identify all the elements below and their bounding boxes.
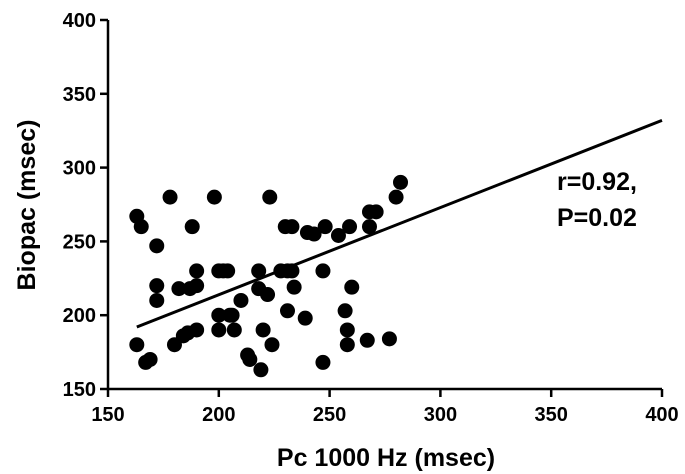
data-points	[129, 174, 409, 378]
x-tick-label: 150	[91, 404, 124, 426]
data-point	[330, 227, 346, 243]
data-point	[149, 292, 165, 308]
data-point	[344, 279, 360, 295]
y-tick-label: 200	[63, 305, 96, 327]
y-tick-label: 150	[63, 379, 96, 401]
data-point	[171, 281, 187, 297]
data-point	[306, 226, 322, 242]
y-tick-label: 400	[63, 10, 96, 32]
data-point	[361, 219, 377, 235]
x-tick-label: 250	[313, 404, 346, 426]
data-point	[284, 263, 300, 279]
data-point	[315, 354, 331, 370]
data-point	[251, 263, 267, 279]
data-point	[260, 287, 276, 303]
data-point	[359, 332, 375, 348]
data-point	[381, 331, 397, 347]
data-point	[262, 189, 278, 205]
data-point	[284, 219, 300, 235]
data-point	[149, 238, 165, 254]
data-point	[162, 189, 178, 205]
data-point	[184, 219, 200, 235]
data-point	[337, 303, 353, 319]
data-point	[286, 279, 302, 295]
plot-area: 150 200 250 300 350 400 150 200 250 300 350 400	[63, 10, 679, 426]
y-tick-label: 350	[63, 84, 96, 106]
data-point	[189, 263, 205, 279]
data-point	[388, 189, 404, 205]
y-axis-title: Biopac (msec)	[13, 120, 41, 291]
regression-line	[136, 118, 663, 329]
data-point	[129, 337, 145, 353]
data-point	[315, 263, 331, 279]
x-tick-label: 400	[645, 404, 678, 426]
data-point	[264, 337, 280, 353]
data-point	[224, 307, 240, 323]
data-point	[211, 322, 227, 338]
data-point	[133, 219, 149, 235]
data-point	[142, 351, 158, 367]
x-axis-title: Pc 1000 Hz (msec)	[277, 444, 495, 472]
data-point	[339, 322, 355, 338]
data-point	[342, 219, 358, 235]
data-point	[220, 263, 236, 279]
data-point	[211, 307, 227, 323]
data-point	[339, 337, 355, 353]
y-tick-label: 300	[63, 158, 96, 180]
data-point	[255, 322, 271, 338]
data-point	[226, 322, 242, 338]
data-point	[279, 303, 295, 319]
data-point	[393, 174, 409, 190]
y-axis-ticks: 150 200 250 300 350 400	[63, 10, 108, 401]
x-tick-label: 200	[202, 404, 235, 426]
data-point	[242, 351, 258, 367]
data-point	[253, 362, 269, 378]
x-tick-label: 300	[424, 404, 457, 426]
correlation-annotation-p: P=0.02	[557, 204, 637, 232]
x-axis-ticks: 150 200 250 300 350 400	[91, 389, 679, 426]
data-point	[149, 278, 165, 294]
y-tick-label: 250	[63, 231, 96, 253]
data-point	[233, 292, 249, 308]
data-point	[368, 204, 384, 220]
data-point	[206, 189, 222, 205]
data-point	[189, 278, 205, 294]
data-point	[317, 219, 333, 235]
data-point	[189, 322, 205, 338]
correlation-annotation-r: r=0.92,	[557, 168, 637, 196]
x-tick-label: 350	[535, 404, 568, 426]
data-point	[297, 310, 313, 326]
